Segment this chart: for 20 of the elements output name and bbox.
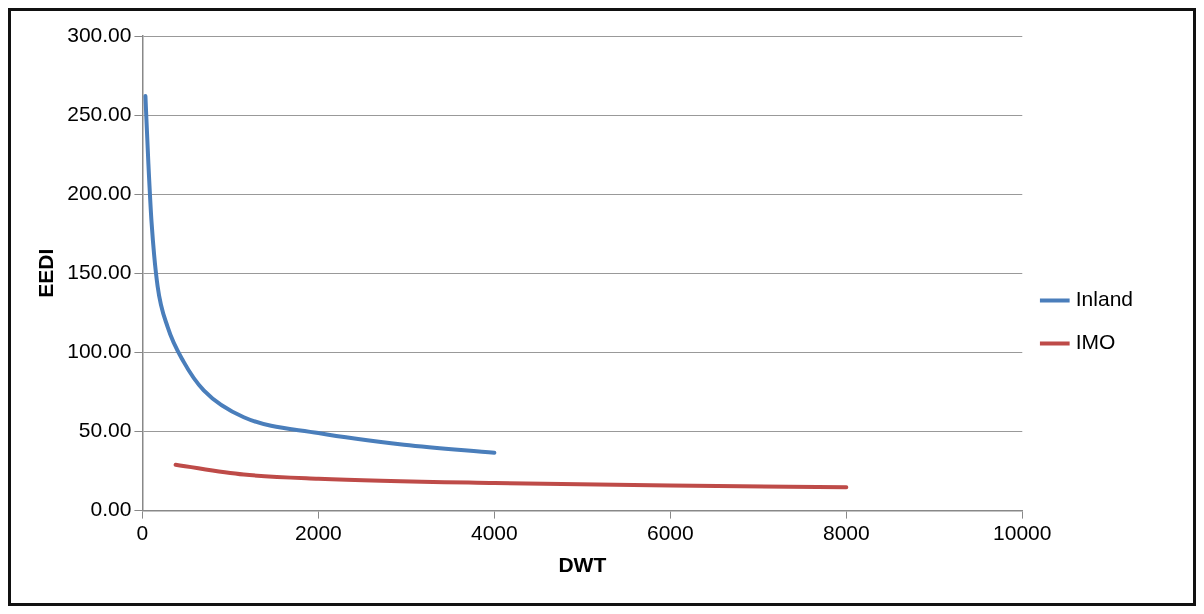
y-tick-label: 150.00 [67, 260, 132, 284]
y-axis-title: EEDI [34, 248, 58, 298]
y-tick-label: 200.00 [67, 181, 132, 204]
legend-label: IMO [1075, 330, 1116, 354]
x-tick-label: 6000 [646, 521, 694, 544]
line-series [143, 94, 497, 455]
y-tick-label: 250.00 [67, 101, 132, 125]
y-tick-label: 100.00 [67, 339, 132, 363]
y-tick-label: 300.00 [67, 22, 132, 46]
line-series [173, 462, 849, 490]
x-tick-label: 4000 [471, 521, 518, 544]
y-tick-label: 50.00 [78, 418, 132, 442]
x-tick-label: 2000 [295, 521, 342, 544]
x-tick-label: 8000 [822, 521, 870, 544]
x-axis-title: DWT [558, 553, 607, 577]
y-tick-label: 0.00 [90, 497, 132, 521]
chart-frame: DWT EEDI Inland IMO 0 2000 4000 6000 8000 10000 0.00 50.00 100.00 150.00 200.00 250.00 300.00 [8, 8, 1196, 606]
legend-label: Inland [1075, 287, 1133, 311]
x-tick-label: 0 [136, 521, 149, 544]
x-tick-label: 10000 [993, 521, 1052, 544]
